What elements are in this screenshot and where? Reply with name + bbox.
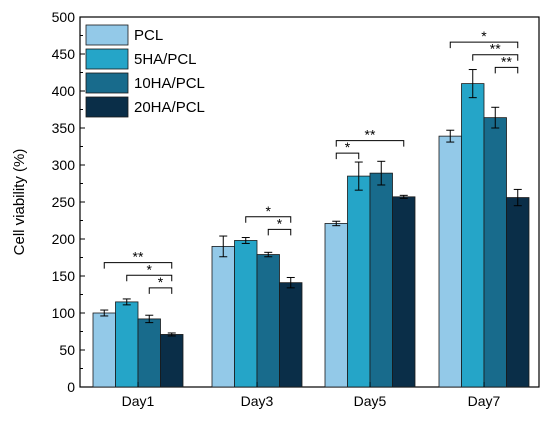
significance-bracket <box>103 262 173 269</box>
bar-20ha-pcl-day7 <box>506 197 530 388</box>
significance-bracket <box>335 152 360 160</box>
y-axis: 0 50 100 150 200 250 300 350 400 450 500 <box>52 9 85 395</box>
legend-swatch <box>85 24 129 46</box>
bar-pcl-day1 <box>92 312 116 388</box>
legend: PCL 5HA/PCL 10HA/PCL 20HA/PCL <box>85 24 205 118</box>
x-tick-label: Day1 <box>122 393 155 409</box>
legend-entry: PCL <box>134 27 163 44</box>
significance-bracket <box>472 54 519 61</box>
y-tick-label: 250 <box>52 194 76 210</box>
y-tick-label: 0 <box>67 379 75 395</box>
x-axis: Day1 Day3 Day5 Day7 <box>122 382 501 409</box>
significance-bracket <box>245 216 292 223</box>
bars-layer <box>92 83 530 388</box>
significance-bracket <box>449 41 519 49</box>
significance-label: * <box>158 274 164 290</box>
legend-swatch <box>85 96 129 118</box>
legend-entry: 10HA/PCL <box>134 75 205 92</box>
y-tick-label: 300 <box>52 157 76 173</box>
bar-10ha-pcl-day7 <box>483 117 507 388</box>
bar-10ha-pcl-day5 <box>369 172 393 388</box>
y-tick-label: 350 <box>52 120 76 136</box>
bar-10ha-pcl-day3 <box>256 254 280 388</box>
x-tick-label: Day7 <box>468 393 501 409</box>
y-tick-label: 150 <box>52 268 76 284</box>
significance-label: ** <box>490 41 501 57</box>
significance-bracket <box>148 287 173 294</box>
significance-label: * <box>277 215 283 231</box>
y-tick-label: 400 <box>52 83 76 99</box>
significance-bracket <box>267 228 292 236</box>
significance-label: * <box>147 261 153 277</box>
significance-bracket <box>335 140 405 147</box>
y-tick-label: 500 <box>52 9 76 25</box>
significance-bracket <box>126 274 173 282</box>
y-tick-label: 200 <box>52 231 76 247</box>
legend-entry: 20HA/PCL <box>134 99 205 116</box>
bar-pcl-day7 <box>438 135 462 388</box>
bar-pcl-day3 <box>211 245 235 388</box>
bar-20ha-pcl-day3 <box>279 282 303 388</box>
significance-label: * <box>266 203 272 219</box>
x-tick-label: Day3 <box>241 393 274 409</box>
legend-entry: 5HA/PCL <box>134 51 197 68</box>
bar-20ha-pcl-day1 <box>160 334 184 388</box>
y-tick-label: 100 <box>52 305 76 321</box>
bar-5ha-pcl-day7 <box>461 83 485 388</box>
bar-5ha-pcl-day1 <box>115 301 139 388</box>
bar-pcl-day5 <box>324 223 348 388</box>
significance-label: ** <box>501 53 512 69</box>
significance-label: ** <box>133 249 144 265</box>
legend-swatch <box>85 48 129 70</box>
significance-bracket <box>494 66 519 74</box>
significance-label: * <box>481 28 487 44</box>
y-tick-label: 450 <box>52 46 76 62</box>
bar-5ha-pcl-day3 <box>234 240 258 388</box>
x-tick-label: Day5 <box>354 393 387 409</box>
y-tick-label: 50 <box>59 342 75 358</box>
bar-10ha-pcl-day1 <box>137 318 161 388</box>
bar-5ha-pcl-day5 <box>347 175 371 388</box>
legend-swatch <box>85 72 129 94</box>
error-bars-layer <box>100 69 522 337</box>
y-axis-label: Cell viability (%) <box>11 149 28 256</box>
significance-layer: ************** <box>103 28 519 294</box>
bar-20ha-pcl-day5 <box>392 196 416 388</box>
significance-label: * <box>345 139 351 155</box>
significance-label: ** <box>365 127 376 143</box>
